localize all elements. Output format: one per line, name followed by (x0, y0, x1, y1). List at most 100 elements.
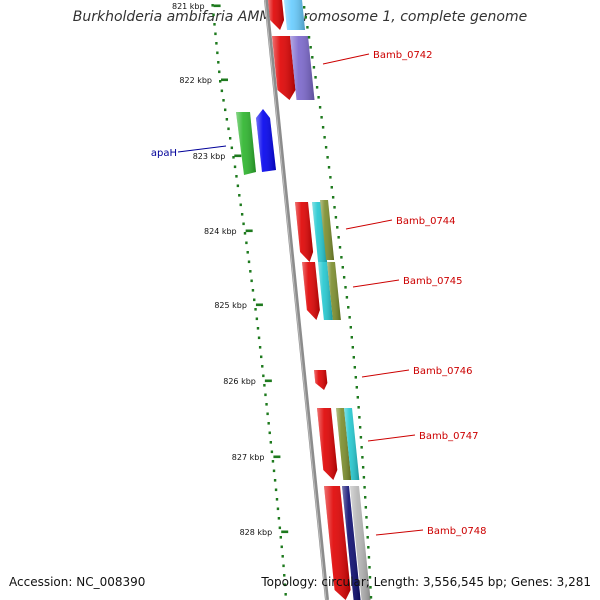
ruler-dot (265, 403, 268, 406)
outer-dot (353, 366, 356, 369)
cds-block-bamb0742 (272, 36, 296, 100)
ruler-dot (236, 184, 240, 188)
outer-dot (350, 336, 353, 339)
outer-dot (323, 136, 326, 139)
ruler-dot (278, 526, 282, 530)
gene-callout-line (177, 145, 227, 153)
outer-dot (317, 96, 320, 99)
outer-dot (345, 296, 349, 299)
outer-dot (307, 36, 311, 39)
ruler-dot (283, 574, 286, 577)
gene-callout-line (322, 53, 370, 65)
ruler-dot (211, 4, 214, 7)
ruler-tick-label: 824 kbp (204, 227, 237, 236)
ruler-dot (246, 251, 249, 254)
ruler-dot (235, 175, 238, 178)
outer-dot (341, 266, 344, 269)
outer-dot (369, 586, 372, 589)
outer-dot (348, 316, 351, 319)
ruler-tick-label: 828 kbp (240, 528, 273, 537)
outer-dot (340, 256, 343, 259)
gene-callout-line (367, 434, 416, 442)
ruler-dot (276, 507, 280, 511)
cds-block-top-1 (268, 0, 285, 30)
ruler-dot (230, 146, 234, 150)
ruler-dot (269, 441, 273, 444)
gene-callout-line (352, 279, 400, 288)
outer-dot (352, 356, 355, 359)
ruler-dot (233, 165, 237, 169)
ruler-dot (255, 317, 259, 321)
ruler-tick-label: 827 kbp (232, 453, 265, 462)
outer-dot (354, 376, 357, 379)
gene-label: Bamb_0747 (419, 431, 479, 442)
outer-dot (358, 426, 362, 429)
ruler-dot (217, 61, 220, 64)
ruler-tick (281, 530, 289, 534)
ruler-dot (275, 498, 279, 501)
gene-callouts: Bamb_0742 apaH Bamb_0744 Bamb_0745 Bamb_0746… (151, 50, 487, 537)
ruler-dot (270, 450, 274, 454)
track-block-top-cyan (284, 0, 306, 30)
outer-dot (338, 246, 342, 249)
cds-block-bamb0744 (295, 202, 314, 262)
track-block-bamb0748-navy (342, 486, 361, 600)
outer-dot (321, 126, 325, 129)
gene-label: Bamb_0748 (427, 526, 487, 537)
outer-dot (364, 506, 368, 509)
ruler-dot (219, 80, 222, 83)
ruler-dot (279, 536, 282, 539)
ruler-dot (249, 270, 252, 273)
ruler-dot (228, 137, 232, 140)
outer-dot (337, 236, 340, 239)
ruler-dot (273, 479, 277, 482)
ruler-dot (222, 99, 225, 102)
outer-dot (355, 386, 358, 389)
track-block-bamb0747-cyan (344, 408, 360, 480)
ruler-dot (264, 393, 267, 397)
outer-dot (333, 206, 336, 209)
ruler-dot (256, 327, 260, 330)
backbone-line (264, 0, 329, 600)
outer-dot (318, 106, 322, 109)
ruler-tick (221, 78, 228, 82)
ruler-dot (272, 469, 276, 473)
ruler-tick (264, 379, 272, 383)
outer-dot (361, 466, 365, 469)
ruler-dotted-curve (211, 4, 287, 596)
outer-dot (314, 76, 317, 79)
outer-dot (364, 496, 367, 499)
ruler-dot (259, 355, 263, 359)
outer-dot (359, 436, 363, 439)
ruler-dot (213, 23, 216, 26)
ruler-dot (266, 412, 269, 416)
ruler-dot (240, 213, 244, 216)
outer-dot (365, 526, 369, 529)
gene-label: Bamb_0745 (403, 276, 463, 287)
gene-label: Bamb_0744 (396, 216, 456, 227)
ruler-tick-label: 823 kbp (193, 152, 226, 161)
ruler-dot (239, 203, 242, 207)
outer-dot (361, 456, 364, 459)
ruler-dot (247, 260, 251, 264)
ruler-dot (220, 89, 224, 93)
outer-dotted-curve (302, 6, 373, 599)
ruler-dot (227, 127, 230, 131)
ruler-tick (255, 303, 263, 307)
track-block-bamb0745-olive (327, 262, 341, 320)
outer-dot (309, 46, 312, 49)
ruler-dot (274, 488, 278, 492)
track-block-bamb0744-olive (320, 200, 335, 260)
ruler-dot (212, 13, 215, 17)
outer-dot (358, 416, 361, 419)
ruler-dot (280, 545, 283, 549)
summary-text: Topology: circular; Length: 3,556,545 bp… (261, 575, 591, 589)
ruler-dot (251, 289, 255, 292)
ruler-dot (214, 32, 217, 36)
ruler-dot (283, 583, 287, 587)
outer-dot (368, 566, 371, 569)
outer-dot (367, 556, 371, 559)
outer-dot (334, 216, 338, 219)
ruler-dot (250, 279, 253, 283)
